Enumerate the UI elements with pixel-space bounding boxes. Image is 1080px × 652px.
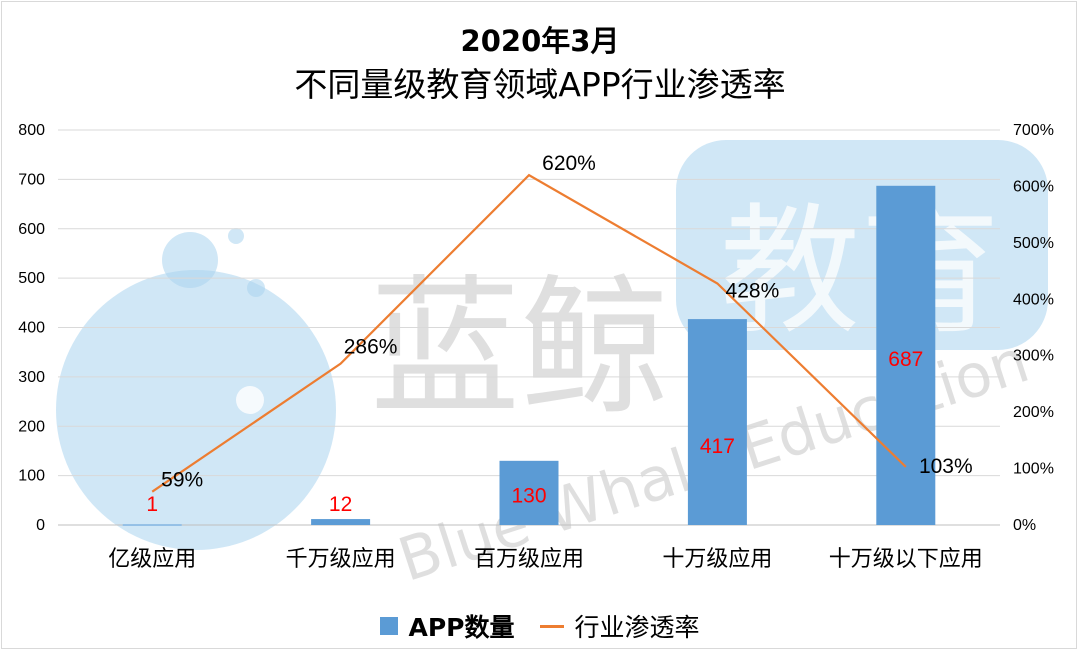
x-tick-label: 十万级以下应用 bbox=[829, 547, 983, 572]
y-left-tick-label: 800 bbox=[18, 122, 45, 139]
legend-item-bar: APP数量 bbox=[380, 608, 514, 644]
bar-data-label: 12 bbox=[329, 493, 352, 516]
line-data-label: 103% bbox=[919, 455, 973, 478]
x-tick-label: 百万级应用 bbox=[474, 547, 584, 572]
y-right-tick-label: 400% bbox=[1013, 291, 1054, 308]
y-left-tick-label: 400 bbox=[18, 320, 45, 337]
y-left-tick-label: 700 bbox=[18, 171, 45, 188]
chart-title: 2020年3月 bbox=[460, 24, 620, 58]
legend-bar-label: APP数量 bbox=[408, 613, 515, 642]
x-tick-label: 十万级应用 bbox=[662, 547, 772, 572]
y-right-tick-label: 500% bbox=[1013, 235, 1054, 252]
y-right-tick-label: 700% bbox=[1013, 122, 1054, 139]
bar bbox=[876, 185, 936, 525]
line-data-label: 428% bbox=[726, 279, 780, 302]
y-left-tick-label: 300 bbox=[18, 369, 45, 386]
legend-item-line: 行业渗透率 bbox=[540, 608, 700, 644]
y-right-tick-label: 0% bbox=[1013, 517, 1036, 534]
watermark-badge bbox=[676, 140, 1048, 350]
y-right-tick-label: 300% bbox=[1013, 348, 1054, 365]
legend-bar-swatch bbox=[380, 617, 399, 635]
line-data-label: 286% bbox=[344, 336, 398, 359]
watermark-whale-eye bbox=[236, 386, 264, 414]
bar bbox=[499, 460, 559, 525]
chart-subtitle: 不同量级教育领域APP行业渗透率 bbox=[294, 65, 786, 104]
bar bbox=[122, 524, 182, 526]
bar-data-label: 130 bbox=[511, 485, 546, 508]
watermark-spout-dot bbox=[228, 228, 244, 244]
y-left-tick-label: 500 bbox=[18, 270, 45, 287]
bar bbox=[687, 319, 747, 525]
watermark-spout-drop bbox=[162, 232, 218, 288]
y-right-tick-label: 200% bbox=[1013, 404, 1054, 421]
line-data-label: 620% bbox=[542, 152, 596, 175]
legend-line-swatch bbox=[540, 624, 565, 628]
bar-data-label: 687 bbox=[888, 348, 923, 371]
x-tick-label: 千万级应用 bbox=[286, 547, 396, 572]
x-tick-label: 亿级应用 bbox=[108, 547, 196, 572]
bar-data-label: 1 bbox=[146, 493, 158, 516]
y-left-tick-label: 200 bbox=[18, 418, 45, 435]
y-left-tick-label: 600 bbox=[18, 221, 45, 238]
line-data-label: 59% bbox=[161, 469, 203, 492]
y-left-tick-label: 0 bbox=[36, 517, 45, 534]
bar bbox=[311, 519, 371, 525]
legend: APP数量 行业渗透率 bbox=[0, 608, 1080, 644]
watermark-text: 蓝鲸 bbox=[370, 262, 670, 436]
bar-data-label: 417 bbox=[700, 435, 735, 458]
watermark-badge-text: 教育 bbox=[720, 191, 1000, 354]
y-right-tick-label: 100% bbox=[1013, 461, 1054, 478]
y-left-tick-label: 100 bbox=[18, 468, 45, 485]
watermark-whale-body bbox=[56, 270, 336, 550]
watermark-spout-dot-2 bbox=[247, 279, 265, 297]
legend-line-label: 行业渗透率 bbox=[574, 613, 700, 642]
y-right-tick-label: 600% bbox=[1013, 178, 1054, 195]
line-series bbox=[151, 173, 907, 493]
